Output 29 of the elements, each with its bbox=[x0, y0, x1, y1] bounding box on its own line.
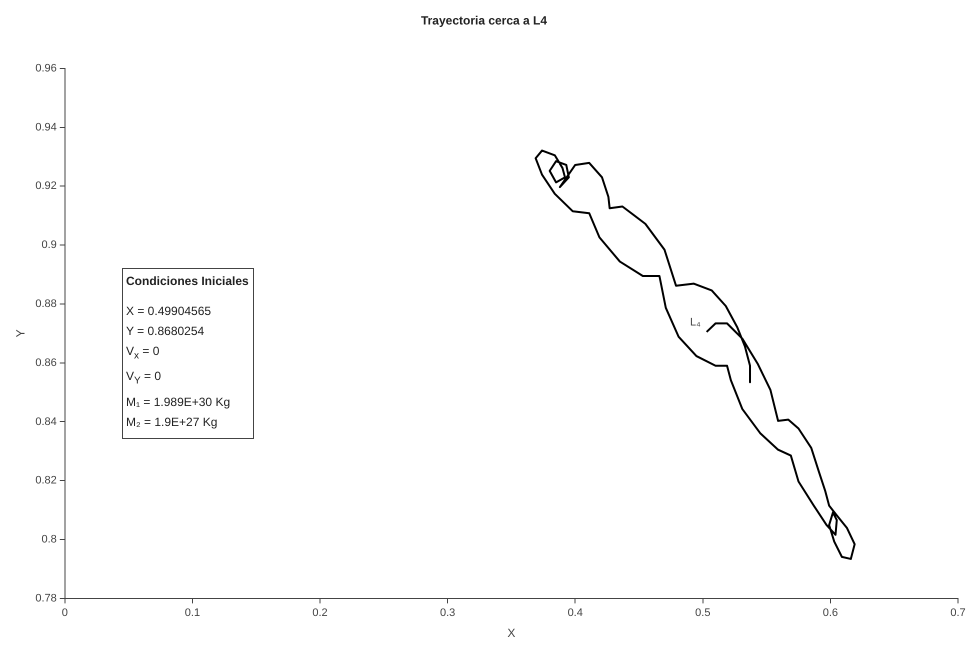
y-tick-label: 0.96 bbox=[35, 62, 57, 74]
x-tick-label: 0.4 bbox=[568, 607, 583, 620]
annotation: L₄ bbox=[690, 316, 702, 328]
x-tick-label: 0 bbox=[62, 607, 68, 620]
annotation: X = 0.49904565 bbox=[126, 303, 212, 320]
y-tick-label: 0.9 bbox=[42, 239, 57, 252]
x-tick-label: 0.3 bbox=[440, 607, 456, 620]
annotation: V$_{Y}$ = 0 bbox=[126, 368, 162, 389]
y-tick-label: 0.78 bbox=[35, 592, 57, 604]
y-tick-label: 0.82 bbox=[35, 474, 57, 487]
x-tick-label: 0.2 bbox=[312, 607, 328, 620]
y-tick-label: 0.88 bbox=[35, 298, 57, 310]
chart-title: Trayectoria cerca a L4 bbox=[420, 14, 548, 28]
y-tick-label: 0.92 bbox=[35, 180, 57, 192]
annotation: M₂ = 1.9E+27 Kg bbox=[126, 414, 218, 431]
x-axis-title: X bbox=[507, 626, 516, 640]
y-tick-label: 0.8 bbox=[42, 534, 57, 546]
annotation: Y = 0.8680254 bbox=[126, 323, 206, 340]
y-tick-label: 0.86 bbox=[35, 356, 57, 369]
x-tick-label: 0.7 bbox=[950, 607, 966, 620]
annotation: Condiciones Iniciales bbox=[126, 273, 249, 290]
y-tick-label: 0.94 bbox=[35, 121, 57, 134]
y-axis-title: Y bbox=[14, 329, 28, 338]
y-tick-label: 0.84 bbox=[35, 416, 57, 428]
x-tick-label: 0.1 bbox=[184, 607, 200, 620]
annotation: V$_{x}$ = 0 bbox=[126, 343, 160, 364]
x-tick-label: 0.5 bbox=[695, 607, 710, 620]
annotation: M₁ = 1.989E+30 Kg bbox=[126, 394, 232, 411]
x-tick-label: 0.6 bbox=[822, 607, 838, 620]
